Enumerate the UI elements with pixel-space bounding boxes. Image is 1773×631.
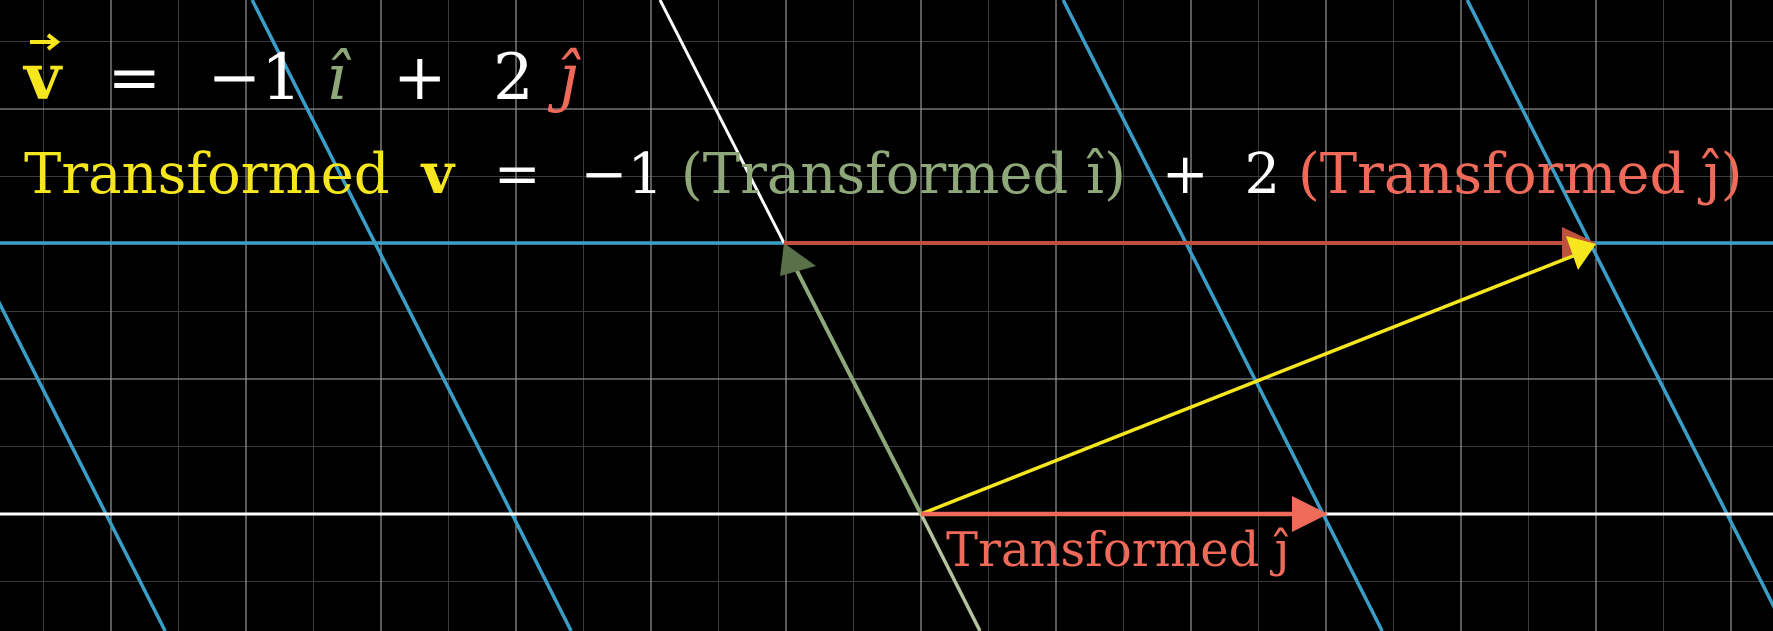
plus-sign: + — [393, 41, 447, 115]
equals-sign: = — [108, 41, 162, 115]
plus-sign-2: + — [1162, 142, 1209, 207]
coefficient-1: −1 — [208, 41, 302, 115]
j-hat-vector-label: Transformed ĵ — [946, 522, 1290, 578]
j-hat-symbol: ĵ — [547, 41, 582, 115]
transformed-prefix: Transformed — [24, 142, 390, 207]
i-hat-symbol: î — [326, 41, 352, 115]
coefficient-1-2: −1 — [581, 142, 664, 207]
transformed-i-term: (Transformed î) — [681, 142, 1126, 207]
coefficient-2: 2 — [493, 41, 534, 115]
v-symbol: v — [22, 40, 63, 115]
equals-sign-2: = — [494, 142, 541, 207]
v-symbol-2: v — [419, 141, 455, 207]
equation-line-2: Transformed v = −1 (Transformed î) + 2 (… — [24, 141, 1742, 207]
coefficient-2-2: 2 — [1244, 142, 1280, 207]
transformed-j-term: (Transformed ĵ) — [1298, 142, 1742, 207]
